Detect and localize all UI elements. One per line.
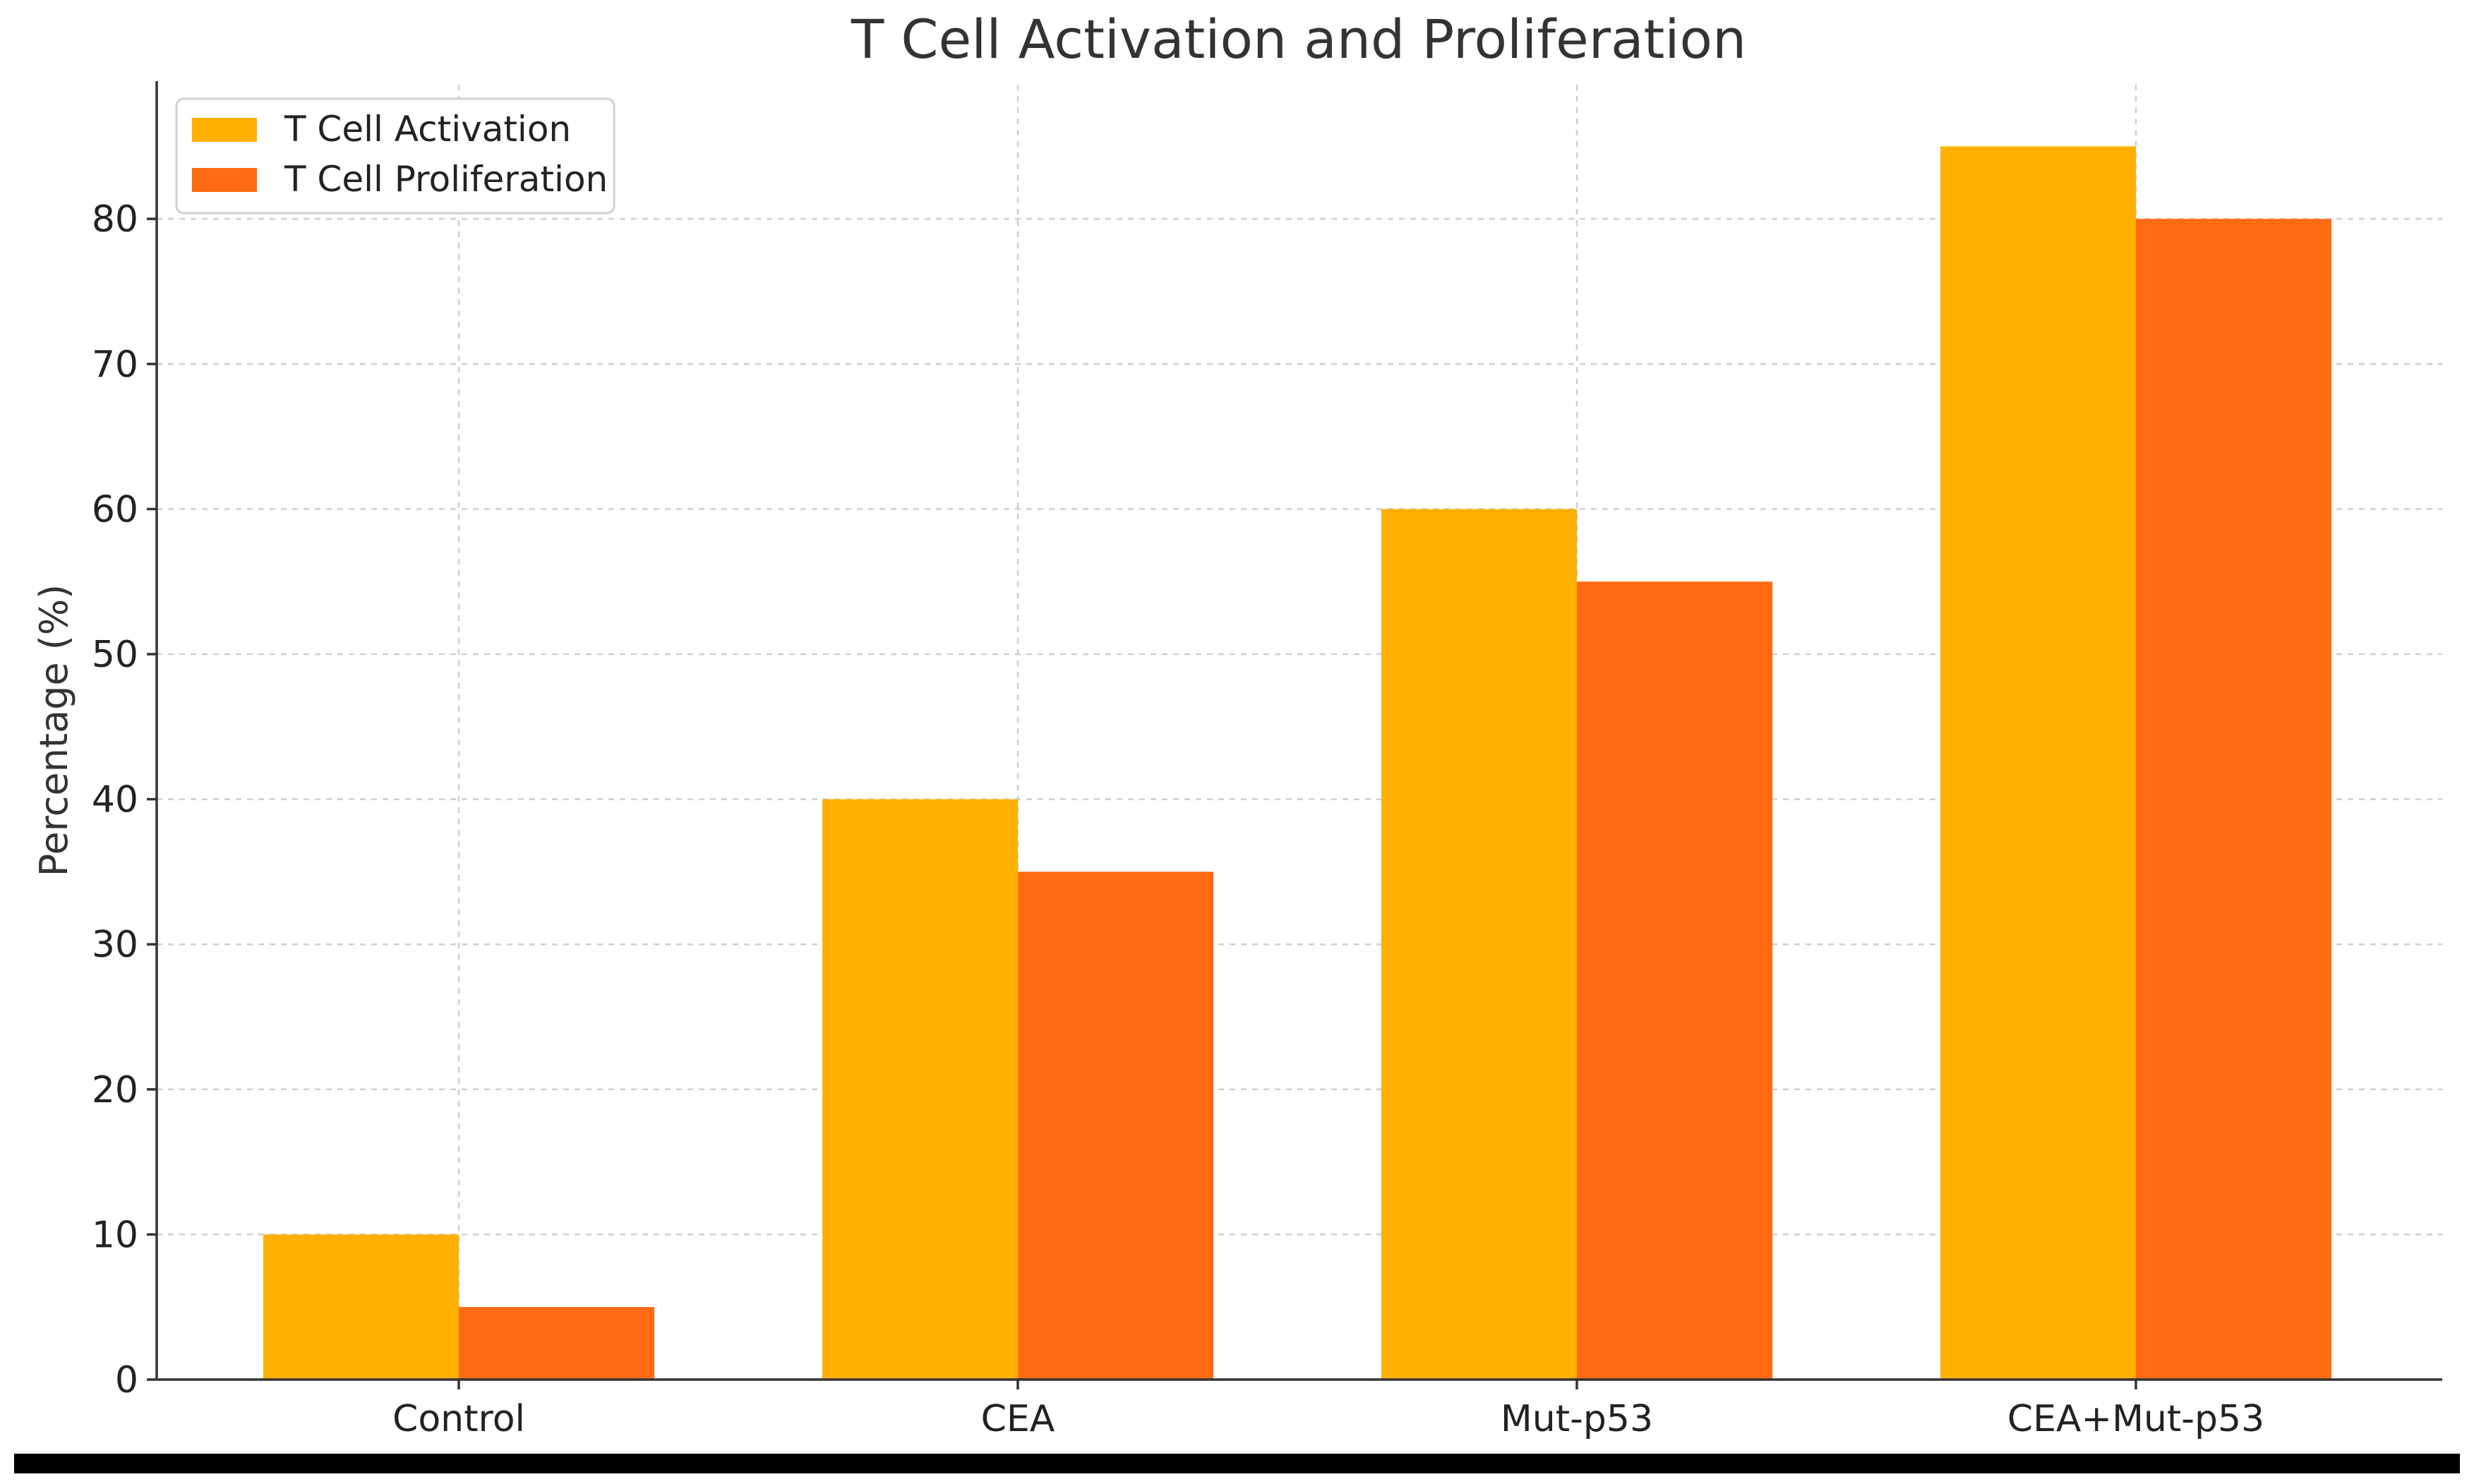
bottom-border-bar xyxy=(14,1454,2460,1473)
legend-swatch-proliferation xyxy=(192,168,257,192)
bar-proliferation-mut-p53 xyxy=(1577,581,1772,1380)
chart-title: T Cell Activation and Proliferation xyxy=(851,8,1746,71)
y-tick-label: 50 xyxy=(92,634,138,676)
y-tick-label: 30 xyxy=(92,924,138,966)
y-tick-label: 70 xyxy=(92,344,138,386)
y-tick-label: 60 xyxy=(92,488,138,531)
y-tick-label: 0 xyxy=(115,1359,138,1401)
bar-activation-mut-p53 xyxy=(1381,509,1577,1380)
bar-proliferation-cea-mut-p53 xyxy=(2136,219,2331,1380)
legend: T Cell Activation T Cell Proliferation xyxy=(175,97,616,215)
y-tick-label: 80 xyxy=(92,198,138,241)
x-tick-label-control: Control xyxy=(392,1398,525,1440)
x-tick-label-mut-p53: Mut-p53 xyxy=(1501,1398,1653,1440)
y-tick-label: 20 xyxy=(92,1069,138,1111)
y-tick-label: 10 xyxy=(92,1214,138,1256)
bar-activation-cea-mut-p53 xyxy=(1940,146,2136,1380)
x-tick-label-cea-mut-p53: CEA+Mut-p53 xyxy=(2007,1398,2264,1440)
y-tick-label: 40 xyxy=(92,779,138,821)
bar-proliferation-control xyxy=(459,1307,654,1380)
bar-activation-cea xyxy=(822,799,1018,1380)
legend-frame xyxy=(175,97,616,215)
y-axis-label: Percentage (%) xyxy=(32,584,76,876)
legend-label-activation: T Cell Activation xyxy=(284,109,571,150)
bars xyxy=(263,146,2331,1380)
legend-label-proliferation: T Cell Proliferation xyxy=(284,159,608,200)
tick-labels: 0 10 20 30 40 50 60 70 80 Control CEA Mut-p53 CEA+Mu… xyxy=(92,198,2264,1440)
legend-swatch-activation xyxy=(192,118,257,142)
axes xyxy=(147,81,2442,1389)
bar-proliferation-cea xyxy=(1018,871,1213,1380)
bar-activation-control xyxy=(263,1234,459,1380)
x-tick-label-cea: CEA xyxy=(981,1398,1055,1440)
